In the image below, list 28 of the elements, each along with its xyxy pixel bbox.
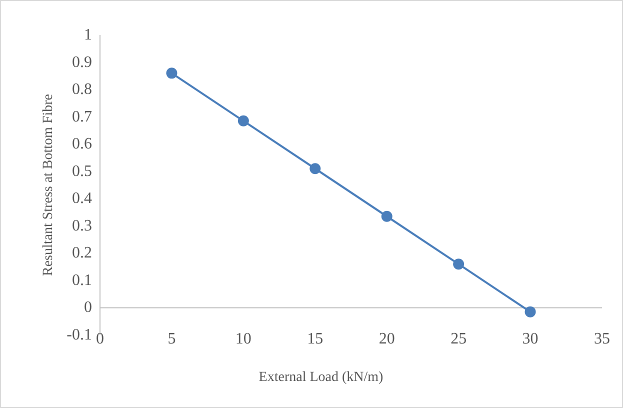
x-axis-title: External Load (kN/m)	[258, 370, 384, 385]
y-tick-label: -0.1	[66, 326, 92, 344]
y-tick-label: 0.6	[72, 136, 92, 153]
y-tick-label: 0.8	[72, 81, 92, 98]
point	[310, 163, 321, 174]
y-tick-label: 0.5	[72, 162, 92, 180]
point	[166, 68, 178, 79]
point	[524, 306, 536, 318]
point	[381, 210, 392, 222]
y-tick-label: 0	[84, 299, 92, 316]
y-axis-title: Resultant Stress at Bottom Fibre	[41, 94, 56, 276]
x-tick-label: 15	[307, 330, 324, 348]
x-tick-label: 25	[450, 330, 467, 348]
y-tick-label: 0.3	[72, 217, 92, 234]
y-tick-label: 0.2	[72, 244, 92, 262]
x-tick-label: 20	[378, 330, 395, 348]
x-tick-label: 0	[96, 330, 104, 348]
y-tick-label: 0.9	[72, 54, 92, 71]
x-tick-label: 30	[522, 330, 538, 348]
x-tick-label: 5	[168, 330, 176, 348]
y-tick-label: 0.1	[72, 272, 92, 289]
point	[453, 258, 464, 270]
y-tick-label: 0.4	[72, 190, 92, 208]
x-tick-label: 35	[594, 330, 610, 348]
point	[238, 115, 249, 126]
y-tick-label: 1	[84, 26, 92, 44]
x-tick-label: 10	[235, 330, 252, 348]
y-tick-label: 0.7	[72, 108, 92, 126]
